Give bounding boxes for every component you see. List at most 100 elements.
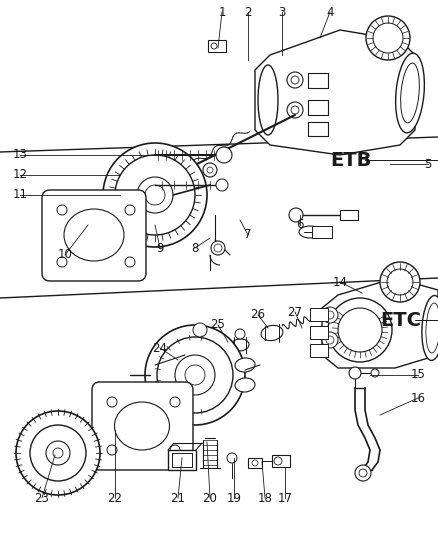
Text: 6: 6 — [296, 219, 304, 231]
Circle shape — [380, 262, 420, 302]
Circle shape — [359, 469, 367, 477]
Circle shape — [227, 453, 237, 463]
Circle shape — [185, 365, 205, 385]
Circle shape — [373, 23, 403, 53]
FancyBboxPatch shape — [310, 344, 328, 357]
Circle shape — [349, 367, 361, 379]
Ellipse shape — [261, 325, 283, 341]
Circle shape — [30, 425, 86, 481]
Text: 3: 3 — [278, 5, 286, 19]
Text: 19: 19 — [226, 491, 241, 505]
FancyBboxPatch shape — [308, 122, 328, 136]
Text: 2: 2 — [244, 5, 252, 19]
Circle shape — [16, 411, 100, 495]
Text: 27: 27 — [287, 305, 303, 319]
FancyBboxPatch shape — [42, 190, 146, 281]
FancyBboxPatch shape — [208, 40, 226, 52]
Circle shape — [326, 311, 334, 319]
FancyBboxPatch shape — [308, 100, 328, 115]
Polygon shape — [322, 278, 438, 368]
Circle shape — [291, 106, 299, 114]
Ellipse shape — [114, 402, 170, 450]
Circle shape — [125, 205, 135, 215]
Circle shape — [289, 208, 303, 222]
Ellipse shape — [426, 303, 438, 353]
Circle shape — [371, 369, 379, 377]
Circle shape — [170, 445, 180, 455]
Circle shape — [203, 163, 217, 177]
Circle shape — [211, 43, 217, 49]
FancyBboxPatch shape — [308, 73, 328, 88]
Text: 23: 23 — [35, 491, 49, 505]
Text: 1: 1 — [218, 5, 226, 19]
Polygon shape — [255, 30, 415, 155]
Text: 4: 4 — [326, 5, 334, 19]
Text: 21: 21 — [170, 491, 186, 505]
Circle shape — [366, 16, 410, 60]
FancyBboxPatch shape — [272, 455, 290, 467]
Ellipse shape — [231, 339, 249, 351]
Circle shape — [57, 257, 67, 267]
Circle shape — [291, 76, 299, 84]
Text: 11: 11 — [13, 189, 28, 201]
Ellipse shape — [401, 63, 419, 123]
FancyBboxPatch shape — [92, 382, 193, 470]
Text: 12: 12 — [13, 168, 28, 182]
Circle shape — [322, 332, 338, 348]
Circle shape — [170, 397, 180, 407]
Circle shape — [216, 147, 232, 163]
Circle shape — [53, 448, 63, 458]
Text: 14: 14 — [332, 276, 347, 288]
Ellipse shape — [299, 226, 321, 238]
Circle shape — [322, 307, 338, 323]
Text: 16: 16 — [410, 392, 425, 405]
Circle shape — [235, 329, 245, 339]
Circle shape — [216, 179, 228, 191]
Circle shape — [211, 241, 225, 255]
FancyBboxPatch shape — [310, 308, 328, 321]
FancyBboxPatch shape — [172, 453, 192, 467]
Ellipse shape — [235, 378, 255, 392]
Circle shape — [207, 167, 213, 173]
Circle shape — [145, 185, 165, 205]
Text: 13: 13 — [13, 149, 28, 161]
Text: 26: 26 — [251, 309, 265, 321]
Circle shape — [46, 441, 70, 465]
Text: 9: 9 — [156, 241, 164, 254]
Circle shape — [107, 397, 117, 407]
FancyBboxPatch shape — [340, 210, 358, 220]
Text: 15: 15 — [410, 368, 425, 382]
Text: 22: 22 — [107, 491, 123, 505]
FancyBboxPatch shape — [168, 450, 196, 470]
FancyBboxPatch shape — [248, 458, 262, 468]
Circle shape — [145, 325, 245, 425]
Circle shape — [287, 102, 303, 118]
Circle shape — [274, 457, 282, 465]
Text: 8: 8 — [191, 241, 199, 254]
Ellipse shape — [422, 295, 438, 360]
Ellipse shape — [235, 358, 255, 372]
Circle shape — [326, 336, 334, 344]
Text: 10: 10 — [57, 248, 72, 262]
Ellipse shape — [64, 209, 124, 261]
Text: 7: 7 — [244, 229, 252, 241]
Circle shape — [193, 323, 207, 337]
Circle shape — [287, 72, 303, 88]
Circle shape — [214, 244, 222, 252]
Circle shape — [115, 155, 195, 235]
Circle shape — [157, 337, 233, 413]
Ellipse shape — [396, 53, 424, 133]
Text: 17: 17 — [278, 491, 293, 505]
Circle shape — [252, 460, 258, 466]
Circle shape — [328, 298, 392, 362]
Circle shape — [137, 177, 173, 213]
Circle shape — [355, 465, 371, 481]
Circle shape — [175, 355, 215, 395]
Text: ETC: ETC — [380, 311, 421, 329]
Text: 24: 24 — [152, 342, 167, 354]
Text: 18: 18 — [258, 491, 272, 505]
FancyBboxPatch shape — [310, 326, 328, 339]
Ellipse shape — [258, 65, 278, 135]
Text: ETB: ETB — [330, 150, 371, 169]
Circle shape — [57, 205, 67, 215]
